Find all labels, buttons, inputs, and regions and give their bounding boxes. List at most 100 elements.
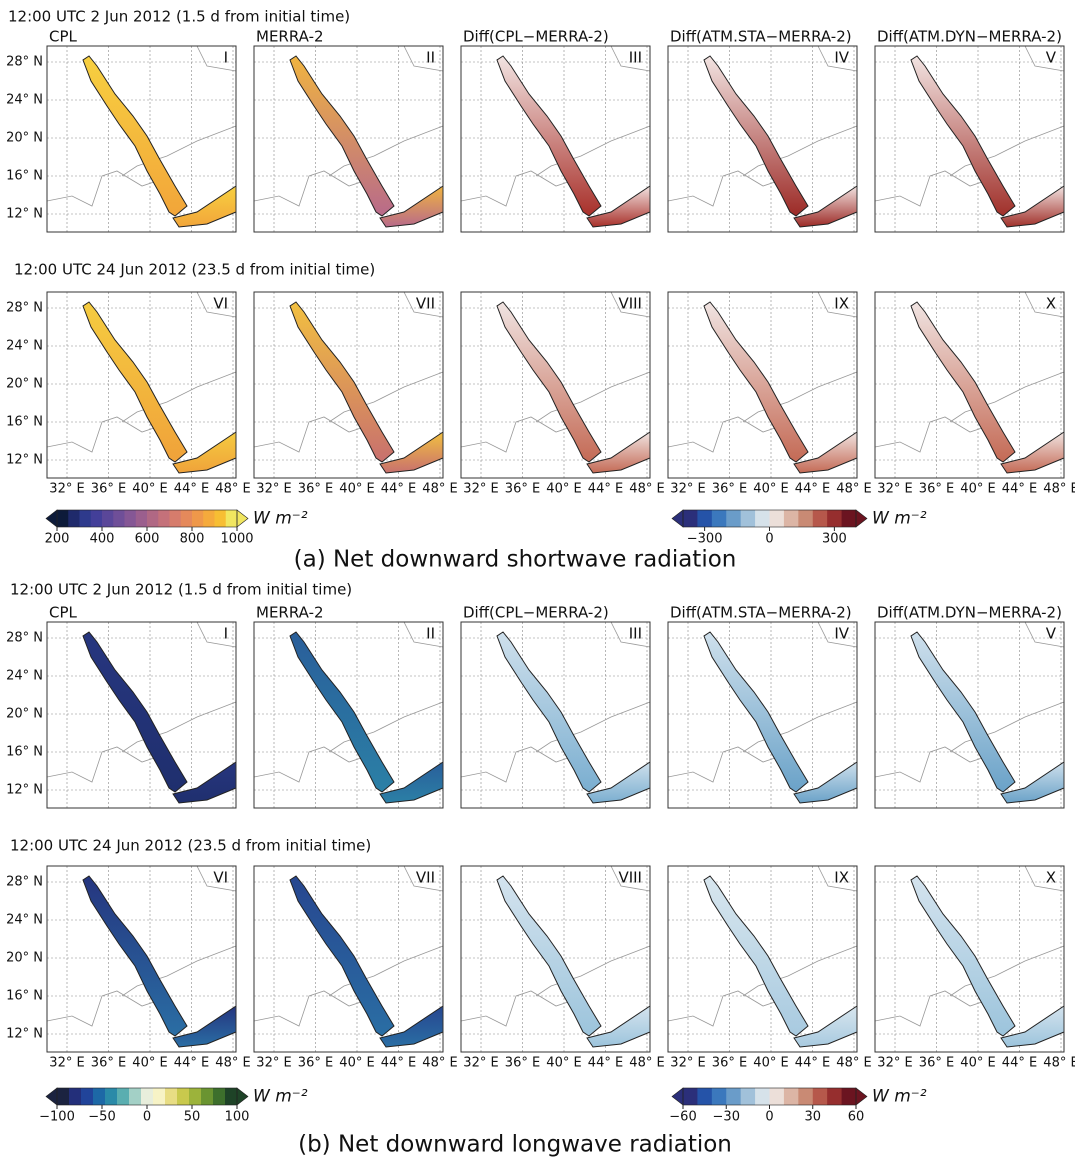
lat-label: 16° N <box>6 745 43 760</box>
colorbar-segment <box>93 1088 106 1105</box>
panel-label: IV <box>834 49 849 67</box>
colorbar-tick-label: 800 <box>180 532 205 547</box>
colorbar-tick-label: 50 <box>184 1110 201 1125</box>
lon-label: 32° E <box>877 1056 912 1071</box>
colorbar-tick-label: −300 <box>687 532 723 547</box>
border <box>328 371 444 423</box>
colorbar-segment <box>225 1088 238 1105</box>
section-caption: (a) Net downward shortwave radiation <box>294 547 737 573</box>
lon-label: 48° E <box>422 1056 457 1071</box>
lat-label: 20° N <box>6 377 43 392</box>
sea <box>703 301 809 463</box>
border <box>121 701 237 753</box>
colorbar-tick-label: −50 <box>88 1110 115 1125</box>
panel-title: Diff(ATM.DYN−MERRA-2) <box>877 604 1062 622</box>
colorbar-extend <box>45 1087 58 1106</box>
panel-frame <box>46 621 237 809</box>
border <box>403 291 444 318</box>
colorbar-segment <box>57 510 69 527</box>
lat-label: 24° N <box>6 93 43 108</box>
lon-label: 44° E <box>795 1056 830 1071</box>
panel-frame <box>667 621 858 809</box>
sea <box>289 631 395 793</box>
sea <box>82 301 188 463</box>
lon-label: 48° E <box>629 1056 664 1071</box>
lat-label: 20° N <box>6 131 43 146</box>
colorbar-tick-label: 1000 <box>220 532 253 547</box>
panel-frame <box>874 865 1065 1053</box>
colorbar-segment <box>726 1088 742 1105</box>
lon-label: 40° E <box>132 1056 167 1071</box>
lon-label: 40° E <box>339 482 374 497</box>
colorbar-tick-label: −30 <box>713 1110 740 1125</box>
map-panel: IV Diff(ATM.STA−MERRA-2) <box>667 28 858 233</box>
colorbar-tick-label: 600 <box>135 532 160 547</box>
border <box>742 945 858 997</box>
colorbar-segment <box>57 1088 70 1105</box>
colorbar-segment <box>812 1088 828 1105</box>
colorbar-tick-label: 30 <box>804 1110 821 1125</box>
colorbar-segment <box>69 1088 82 1105</box>
lat-label: 12° N <box>6 453 43 468</box>
sea <box>82 631 188 793</box>
border <box>610 45 651 72</box>
time-label: 12:00 UTC 24 Jun 2012 (23.5 d from initi… <box>10 837 371 855</box>
panel-frame <box>667 45 858 233</box>
lon-label: 40° E <box>753 482 788 497</box>
panel-label: II <box>426 625 435 643</box>
sea <box>910 301 1016 463</box>
panel-label: V <box>1046 625 1057 643</box>
map-panel: III Diff(CPL−MERRA-2) <box>460 604 651 809</box>
colorbar-tick-label: 0 <box>765 1110 773 1125</box>
border <box>817 45 858 72</box>
panel-title: Diff(CPL−MERRA-2) <box>463 28 609 46</box>
colorbar-extend <box>671 509 684 528</box>
lon-label: 32° E <box>49 482 84 497</box>
colorbar-segment <box>214 510 227 527</box>
lon-label: 40° E <box>753 1056 788 1071</box>
panel-label: VII <box>416 869 435 887</box>
colorbar-segment <box>203 510 215 527</box>
lon-label: 40° E <box>960 482 995 497</box>
colorbar-segment <box>102 510 114 527</box>
colorbar-segment <box>117 1088 130 1105</box>
lat-label: 12° N <box>6 207 43 222</box>
panel-frame <box>667 865 858 1053</box>
lon-label: 44° E <box>381 1056 416 1071</box>
border <box>742 371 858 423</box>
border <box>196 291 237 318</box>
map-panel: VI 28° N 24° N 20° N 16° N 12° N 32° E 36° E 40°… <box>6 865 251 1071</box>
colorbar-segment <box>697 510 713 527</box>
panel-title: CPL <box>49 28 78 46</box>
colorbar-segment <box>812 510 828 527</box>
border <box>121 371 237 423</box>
panel-label: IX <box>834 295 849 313</box>
lon-label: 36° E <box>505 1056 540 1071</box>
lon-label: 36° E <box>298 1056 333 1071</box>
panel-frame <box>46 45 237 233</box>
lon-label: 44° E <box>588 1056 623 1071</box>
colorbar-segment <box>189 1088 202 1105</box>
lat-label: 28° N <box>6 301 43 316</box>
panel-label: VI <box>213 295 228 313</box>
colorbar-unit: W m⁻² <box>872 1087 927 1107</box>
sea <box>289 875 395 1037</box>
border <box>535 125 651 177</box>
colorbar-unit: W m⁻² <box>253 1087 308 1107</box>
lon-label: 32° E <box>877 482 912 497</box>
lat-label: 24° N <box>6 913 43 928</box>
border <box>817 865 858 892</box>
map-panel: III Diff(CPL−MERRA-2) <box>460 28 651 233</box>
lon-label: 40° E <box>339 1056 374 1071</box>
lon-label: 48° E <box>1043 482 1075 497</box>
lon-label: 48° E <box>1043 1056 1075 1071</box>
colorbar-segment <box>141 1088 154 1105</box>
border <box>196 865 237 892</box>
sea <box>82 875 188 1037</box>
border <box>610 291 651 318</box>
map-panel: X 32° E 36° E 40° E 44° E 48° E <box>874 865 1075 1071</box>
lat-label: 20° N <box>6 951 43 966</box>
sea <box>82 55 188 217</box>
lat-label: 12° N <box>6 1027 43 1042</box>
lon-label: 32° E <box>670 482 705 497</box>
